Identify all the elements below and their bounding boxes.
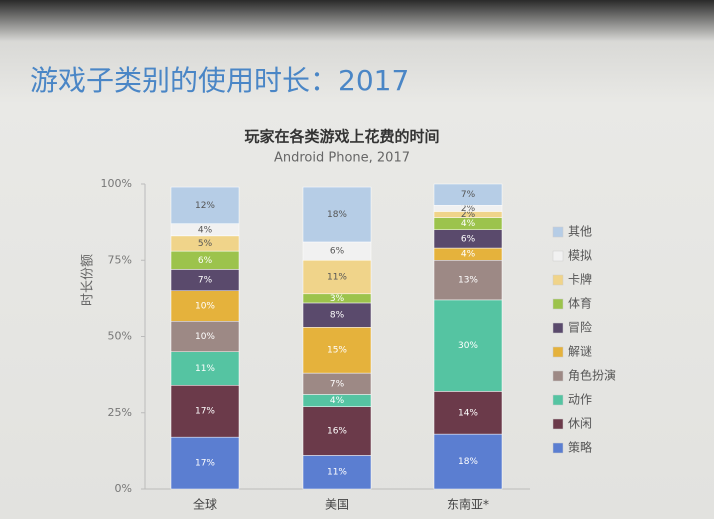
bar-segment [433, 260, 503, 301]
data-label: 10% [195, 302, 215, 312]
bar-segment [433, 433, 503, 490]
legend-swatch [552, 418, 564, 430]
data-label: 13% [458, 276, 478, 286]
bar-segment [302, 186, 372, 243]
bar-segment [302, 455, 372, 490]
data-label: 7% [198, 276, 213, 286]
data-label: 7% [330, 379, 345, 389]
data-label: 8% [330, 311, 345, 321]
data-label: 18% [327, 210, 347, 220]
data-label: 14% [458, 408, 478, 418]
bar-segment [170, 186, 240, 224]
x-tick-label: 全球 [193, 497, 217, 512]
x-tick-label: 美国 [325, 498, 349, 512]
legend-swatch [552, 298, 564, 310]
data-label: 11% [327, 273, 347, 283]
bar-segment [170, 290, 240, 322]
data-label: 2% [461, 204, 476, 214]
y-tick-label: 25% [108, 406, 132, 419]
data-label: 10% [195, 332, 215, 342]
legend-swatch [552, 394, 564, 406]
bar-segment [433, 299, 503, 392]
data-label: 3% [330, 294, 345, 304]
data-label: 17% [195, 407, 215, 417]
data-label: 4% [461, 250, 476, 260]
legend-label: 模拟 [568, 249, 592, 263]
bar-segment [433, 183, 503, 206]
bar-segment [170, 385, 240, 438]
legend-label: 体育 [568, 296, 592, 311]
data-label: 18% [458, 457, 478, 467]
legend-swatch [552, 226, 564, 238]
data-label: 11% [327, 468, 347, 478]
data-label: 16% [327, 427, 347, 437]
chart-subtitle: Android Phone, 2017 [274, 151, 410, 166]
legend-label: 冒险 [568, 320, 592, 335]
data-label: 6% [461, 234, 476, 244]
data-label: 4% [198, 225, 213, 235]
legend-swatch [552, 274, 564, 286]
legend-label: 卡牌 [568, 273, 592, 287]
data-label: 7% [461, 190, 476, 200]
legend-label: 其他 [568, 225, 592, 239]
legend-label: 角色扮演 [568, 368, 616, 383]
x-tick-label: 东南亚* [447, 497, 489, 512]
legend-label: 解谜 [568, 345, 592, 359]
data-label: 11% [195, 364, 215, 374]
data-label: 6% [330, 247, 345, 257]
legend-swatch [552, 370, 564, 382]
legend-label: 动作 [568, 393, 592, 407]
y-tick-label: 100% [101, 177, 132, 190]
bar-segment [433, 391, 503, 435]
legend-label: 休闲 [568, 417, 592, 431]
data-label: 17% [195, 459, 215, 469]
legend-swatch [552, 346, 564, 358]
legend-swatch [552, 442, 564, 454]
data-label: 15% [327, 346, 347, 356]
bar-segment [170, 321, 240, 352]
data-label: 30% [458, 341, 478, 351]
legend-swatch [552, 322, 564, 334]
chart-title: 玩家在各类游戏上花费的时间 [244, 128, 439, 146]
y-axis-label: 时长份额 [81, 254, 96, 306]
y-tick-label: 75% [108, 253, 132, 266]
y-tick-label: 50% [108, 330, 132, 343]
data-label: 6% [198, 256, 213, 266]
legend-label: 策略 [568, 440, 592, 455]
slide-heading: 游戏子类别的使用时长：2017 [30, 64, 409, 97]
bar-segment [302, 302, 372, 328]
bar-segment [302, 327, 372, 374]
legend-swatch [552, 250, 564, 262]
data-label: 4% [461, 219, 476, 229]
data-label: 2% [461, 210, 476, 220]
data-label: 12% [195, 201, 215, 211]
y-tick-label: 0% [115, 482, 132, 495]
bar-segment [170, 351, 240, 386]
data-label: 4% [330, 396, 345, 406]
data-label: 5% [198, 239, 213, 249]
